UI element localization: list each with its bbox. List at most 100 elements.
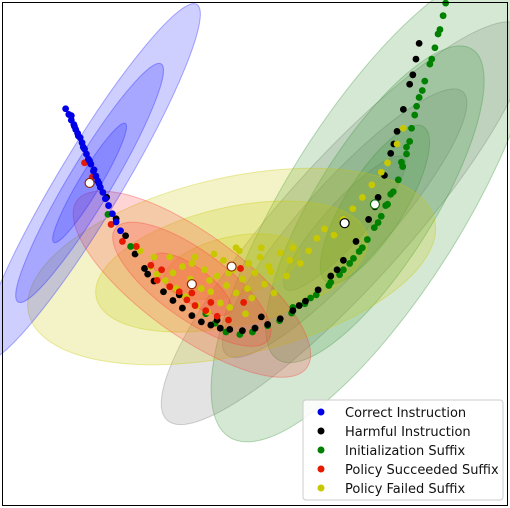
point-initialization-suffix-8 — [415, 94, 423, 101]
mean-marker-policy-succeeded-suffix — [186, 279, 197, 290]
legend-label-initialization-suffix: Initialization Suffix — [345, 444, 465, 459]
data-points — [62, 0, 450, 338]
point-policy-succeeded-suffix-13 — [225, 316, 232, 324]
point-initialization-suffix-45 — [307, 294, 314, 302]
point-policy-failed-suffix-42 — [349, 205, 357, 213]
point-harmful-instruction-18 — [289, 307, 297, 314]
mean-marker-harmful-instruction — [339, 218, 350, 229]
point-correct-instruction-16 — [99, 188, 107, 196]
legend-marker-harmful-instruction — [317, 427, 325, 435]
point-policy-failed-suffix-27 — [248, 294, 256, 302]
point-harmful-instruction-14 — [238, 327, 246, 335]
point-harmful-instruction-8 — [179, 304, 186, 312]
point-policy-failed-suffix-57 — [232, 244, 240, 252]
point-initialization-suffix-42 — [398, 158, 405, 166]
legend-marker-policy-failed-suffix — [317, 484, 325, 492]
point-policy-failed-suffix-36 — [297, 260, 304, 267]
point-policy-failed-suffix-37 — [305, 247, 313, 255]
point-correct-instruction-17 — [101, 195, 109, 203]
point-harmful-instruction-29 — [399, 105, 407, 113]
point-policy-succeeded-suffix-2 — [107, 221, 115, 228]
point-harmful-instruction-27 — [387, 150, 395, 157]
point-harmful-instruction-22 — [339, 256, 347, 264]
point-policy-failed-suffix-16 — [213, 272, 221, 280]
point-policy-failed-suffix-53 — [244, 285, 251, 292]
point-initialization-suffix-14 — [394, 176, 402, 184]
point-policy-failed-suffix-29 — [256, 253, 264, 261]
point-correct-instruction-23 — [71, 122, 78, 130]
point-policy-failed-suffix-0 — [136, 247, 144, 255]
point-policy-failed-suffix-19 — [223, 282, 230, 289]
mean-markers — [84, 177, 381, 290]
point-policy-failed-suffix-17 — [216, 299, 224, 307]
point-harmful-instruction-10 — [197, 318, 205, 326]
point-initialization-suffix-47 — [428, 55, 436, 63]
point-correct-instruction-22 — [67, 112, 75, 120]
point-policy-failed-suffix-44 — [368, 181, 376, 189]
point-harmful-instruction-15 — [251, 324, 259, 332]
point-policy-failed-suffix-24 — [238, 275, 246, 283]
point-initialization-suffix-34 — [434, 30, 442, 38]
point-policy-succeeded-suffix-16 — [207, 299, 215, 306]
point-harmful-instruction-31 — [412, 55, 420, 63]
point-policy-failed-suffix-51 — [206, 277, 213, 284]
point-policy-failed-suffix-58 — [257, 244, 265, 252]
point-harmful-instruction-37 — [295, 302, 303, 309]
point-harmful-instruction-11 — [207, 321, 215, 329]
point-initialization-suffix-5 — [431, 44, 439, 52]
point-initialization-suffix-11 — [406, 138, 414, 145]
point-policy-failed-suffix-35 — [289, 244, 297, 252]
point-harmful-instruction-16 — [264, 321, 272, 328]
point-policy-failed-suffix-55 — [286, 256, 294, 264]
point-correct-instruction-19 — [108, 210, 116, 218]
point-harmful-instruction-4 — [141, 265, 148, 272]
legend: Correct Instruction Harmful Instruction … — [302, 399, 504, 501]
point-policy-failed-suffix-25 — [242, 310, 249, 318]
point-policy-succeeded-suffix-4 — [132, 243, 140, 250]
point-policy-succeeded-suffix-10 — [191, 302, 199, 309]
point-policy-failed-suffix-12 — [201, 266, 208, 274]
legend-marker-initialization-suffix — [317, 446, 325, 454]
point-harmful-instruction-19 — [302, 297, 309, 305]
point-harmful-instruction-38 — [333, 266, 341, 274]
point-policy-succeeded-suffix-8 — [175, 288, 183, 296]
point-policy-succeeded-suffix-5 — [147, 261, 155, 269]
point-policy-succeeded-suffix-7 — [166, 283, 174, 291]
point-policy-succeeded-suffix-17 — [237, 265, 244, 272]
point-initialization-suffix-44 — [350, 255, 357, 262]
point-policy-succeeded-suffix-12 — [213, 312, 221, 320]
point-initialization-suffix-17 — [377, 212, 385, 220]
legend-marker-policy-succeeded-suffix — [317, 465, 325, 473]
point-policy-failed-suffix-11 — [197, 285, 205, 292]
point-harmful-instruction-17 — [276, 315, 284, 323]
point-correct-instruction-24 — [74, 132, 82, 140]
point-harmful-instruction-32 — [415, 39, 423, 47]
point-correct-instruction-0 — [62, 105, 70, 113]
point-policy-failed-suffix-30 — [261, 280, 268, 288]
legend-label-harmful-instruction: Harmful Instruction — [345, 425, 471, 440]
point-initialization-suffix-19 — [363, 236, 371, 243]
point-policy-succeeded-suffix-9 — [183, 296, 191, 304]
point-policy-failed-suffix-46 — [384, 159, 391, 167]
point-policy-failed-suffix-33 — [276, 249, 284, 257]
point-correct-instruction-28 — [95, 180, 103, 187]
point-policy-failed-suffix-38 — [313, 234, 321, 242]
point-correct-instruction-26 — [86, 157, 94, 165]
point-policy-failed-suffix-54 — [267, 268, 275, 276]
point-harmful-instruction-41 — [409, 71, 417, 79]
legend-label-correct-instruction: Correct Instruction — [345, 406, 466, 421]
point-policy-failed-suffix-40 — [330, 231, 338, 239]
point-harmful-instruction-2 — [122, 232, 129, 240]
point-harmful-instruction-13 — [226, 326, 234, 333]
point-harmful-instruction-7 — [169, 297, 177, 304]
mean-marker-policy-failed-suffix — [226, 261, 237, 272]
point-policy-succeeded-suffix-11 — [202, 307, 210, 314]
point-correct-instruction-20 — [112, 218, 120, 226]
point-harmful-instruction-30 — [406, 80, 414, 88]
point-initialization-suffix-12 — [403, 150, 410, 158]
point-policy-succeeded-suffix-6 — [158, 266, 165, 274]
point-initialization-suffix-38 — [358, 244, 366, 252]
legend-marker-correct-instruction — [317, 408, 325, 416]
point-correct-instruction-21 — [117, 227, 124, 235]
